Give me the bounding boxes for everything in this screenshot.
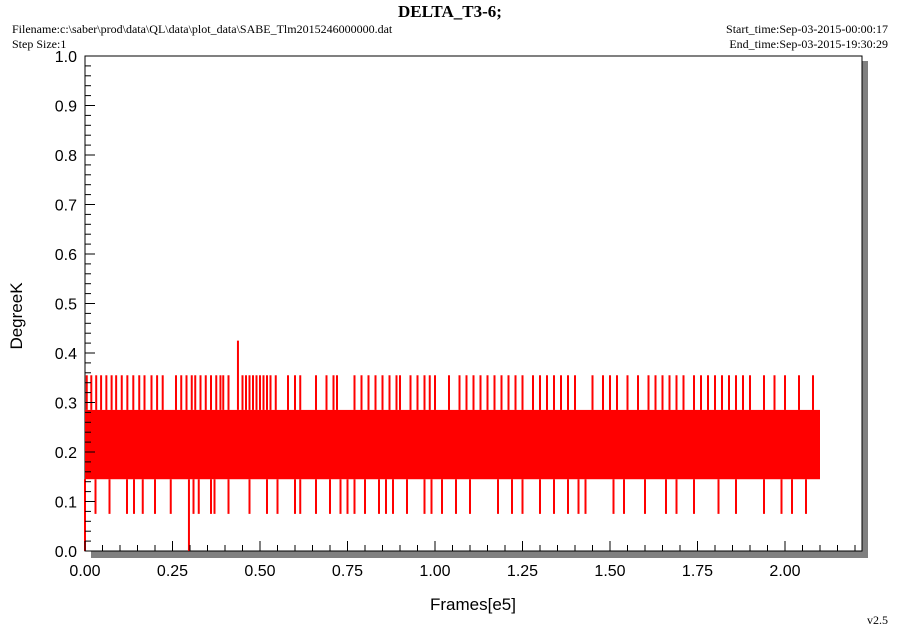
- end-time-label: End_time:Sep-03-2015-19:30:29: [729, 37, 888, 51]
- y-tick-label: 0.2: [55, 445, 77, 462]
- filename-label: Filename:c:\saber\prod\data\QL\data\plot…: [12, 22, 393, 36]
- x-tick-label: 0.25: [157, 563, 188, 580]
- step-size-label: Step Size:1: [12, 37, 67, 51]
- y-tick-label: 0.7: [55, 198, 77, 215]
- y-tick-label: 0.4: [55, 346, 77, 363]
- version-label: v2.5: [867, 613, 888, 627]
- chart-title: DELTA_T3-6;: [398, 2, 502, 21]
- y-axis-label: DegreeK: [7, 282, 26, 350]
- y-tick-label: 0.0: [55, 544, 77, 561]
- x-tick-label: 0.75: [332, 563, 363, 580]
- y-tick-label: 1.0: [55, 49, 77, 66]
- x-tick-label: 2.00: [769, 563, 800, 580]
- x-tick-label: 1.50: [594, 563, 625, 580]
- axis-layer: 0.0 0.1 0.2 0.3 0.4 0.5 0.6 0.7 0.8 0.9 1.0 0.00 0.2…: [55, 49, 856, 580]
- y-tick-label: 0.9: [55, 99, 77, 116]
- series-layer: [84, 340, 820, 551]
- x-tick-label: 1.75: [682, 563, 713, 580]
- x-tick-label: 1.25: [507, 563, 538, 580]
- x-tick-label: 1.00: [419, 563, 450, 580]
- y-tick-label: 0.8: [55, 148, 77, 165]
- y-tick-label: 0.3: [55, 396, 77, 413]
- start-time-label: Start_time:Sep-03-2015-00:00:17: [726, 22, 888, 36]
- y-tick-label: 0.6: [55, 247, 77, 264]
- x-tick-label: 0.50: [244, 563, 275, 580]
- x-axis-label: Frames[e5]: [430, 595, 516, 614]
- y-tick-label: 0.5: [55, 297, 77, 314]
- x-tick-label: 0.00: [69, 563, 100, 580]
- data-band: [85, 409, 820, 480]
- y-tick-label: 0.1: [55, 495, 77, 512]
